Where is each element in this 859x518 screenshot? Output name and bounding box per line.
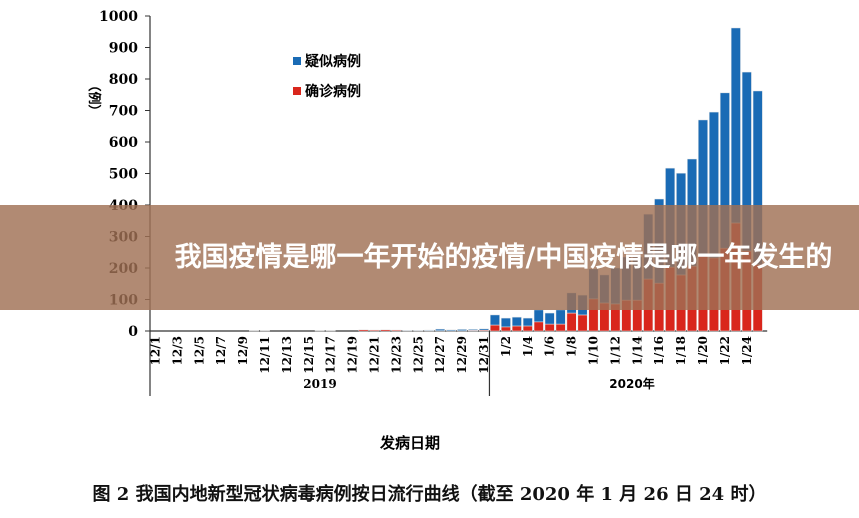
x-tick-label: 12/1 (148, 336, 162, 365)
bar-confirmed-12-21 (369, 329, 380, 332)
bar-confirmed-12-23 (391, 329, 402, 332)
bar-suspected-1-1 (490, 314, 500, 326)
x-tick-label: 1/6 (543, 336, 557, 357)
bar-confirmed-1-3 (511, 325, 522, 332)
legend-label-confirmed: 确诊病例 (305, 83, 361, 100)
bar-suspected-12-30 (468, 329, 478, 331)
bar-confirmed-1-1 (490, 324, 500, 332)
x-tick-label: 1/2 (499, 336, 513, 357)
y-tick-label: 800 (109, 72, 138, 88)
bar-confirmed-1-6 (544, 323, 555, 332)
bar-confirmed-1-9 (577, 314, 588, 332)
bar-confirmed-1-2 (500, 326, 511, 332)
x-tick-label: 1/14 (630, 336, 644, 365)
title-banner: 我国疫情是哪一年开始的疫情/中国疫情是哪一年发生的 (0, 205, 859, 310)
y-tick-label: 0 (128, 324, 138, 340)
legend-swatch-suspected (293, 57, 301, 65)
x-tick-label: 12/31 (477, 336, 491, 374)
tick-labels: 12/1 12/3 12/5 12/7 12/9 12/11 12/13 12/15 12/17… (148, 336, 753, 374)
x-tick-label: 12/3 (170, 336, 184, 365)
bar-suspected-1-4 (522, 317, 533, 327)
x-tick-label: 12/15 (302, 336, 316, 374)
bar-suspected-12-31 (479, 328, 489, 331)
bar-suspected-1-3 (511, 316, 522, 327)
y-axis-label: （例） (86, 78, 102, 117)
figure-caption: 图 2 我国内地新型冠状病毒病例按日流行曲线（截至 2020 年 1 月 26 … (92, 484, 767, 505)
x-tick-label: 1/10 (586, 336, 600, 365)
x-tick-label: 1/24 (740, 336, 754, 365)
x-axis-label: 发病日期 (379, 434, 440, 452)
y-tick-label: 700 (109, 104, 138, 120)
bar-suspected-1-2 (500, 317, 511, 328)
x-tick-label: 12/5 (192, 336, 206, 365)
x-tick-label: 12/19 (346, 336, 360, 374)
year-label-2020: 2020年 (609, 376, 654, 391)
x-tick-label: 12/17 (324, 336, 338, 374)
bar-confirmed-1-7 (555, 323, 566, 332)
x-tick-label: 1/16 (652, 336, 666, 365)
bar-suspected-1-23 (730, 27, 741, 224)
x-tick-label: 12/9 (236, 336, 250, 365)
x-tick-label: 1/22 (718, 336, 732, 365)
bar-confirmed-1-5 (533, 321, 544, 332)
bar-suspected-12-28 (446, 329, 457, 331)
bar-confirmed-12-20 (358, 329, 369, 332)
x-tick-label: 12/25 (411, 336, 425, 374)
x-tick-label: 12/13 (280, 336, 294, 374)
bar-suspected-1-5 (533, 309, 544, 323)
x-tick-label: 1/4 (521, 336, 535, 357)
bar-confirmed-1-8 (566, 312, 577, 332)
x-tick-label: 12/7 (214, 336, 228, 365)
x-tick-label: 12/11 (258, 336, 272, 374)
bar-confirmed-12-22 (380, 329, 391, 332)
x-tick-label: 1/18 (674, 336, 688, 365)
bar-suspected-12-27 (435, 328, 446, 331)
y-tick-label: 600 (109, 135, 138, 151)
bar-suspected-1-6 (544, 312, 555, 325)
x-tick-label: 12/21 (367, 336, 381, 374)
y-tick-label: 500 (109, 167, 138, 183)
bar-suspected-1-7 (555, 309, 566, 325)
x-tick-label: 1/8 (565, 336, 579, 357)
banner-title: 我国疫情是哪一年开始的疫情/中国疫情是哪一年发生的 (174, 241, 833, 273)
year-label-2019: 2019 (303, 377, 336, 391)
bar-suspected-12-26 (424, 329, 435, 331)
x-tick-label: 12/23 (389, 336, 403, 374)
legend: 疑似病例 确诊病例 (293, 53, 361, 100)
legend-label-suspected: 疑似病例 (305, 53, 361, 70)
x-tick-label: 12/27 (433, 336, 447, 374)
x-tick-label: 1/12 (608, 336, 622, 365)
y-tick-label: 1000 (99, 9, 138, 25)
legend-swatch-confirmed (293, 87, 301, 95)
bar-confirmed-1-4 (522, 325, 533, 332)
bar-suspected-12-29 (457, 329, 467, 331)
y-tick-label: 900 (109, 41, 138, 57)
x-tick-label: 1/20 (696, 336, 710, 365)
x-tick-label: 12/29 (455, 336, 469, 374)
